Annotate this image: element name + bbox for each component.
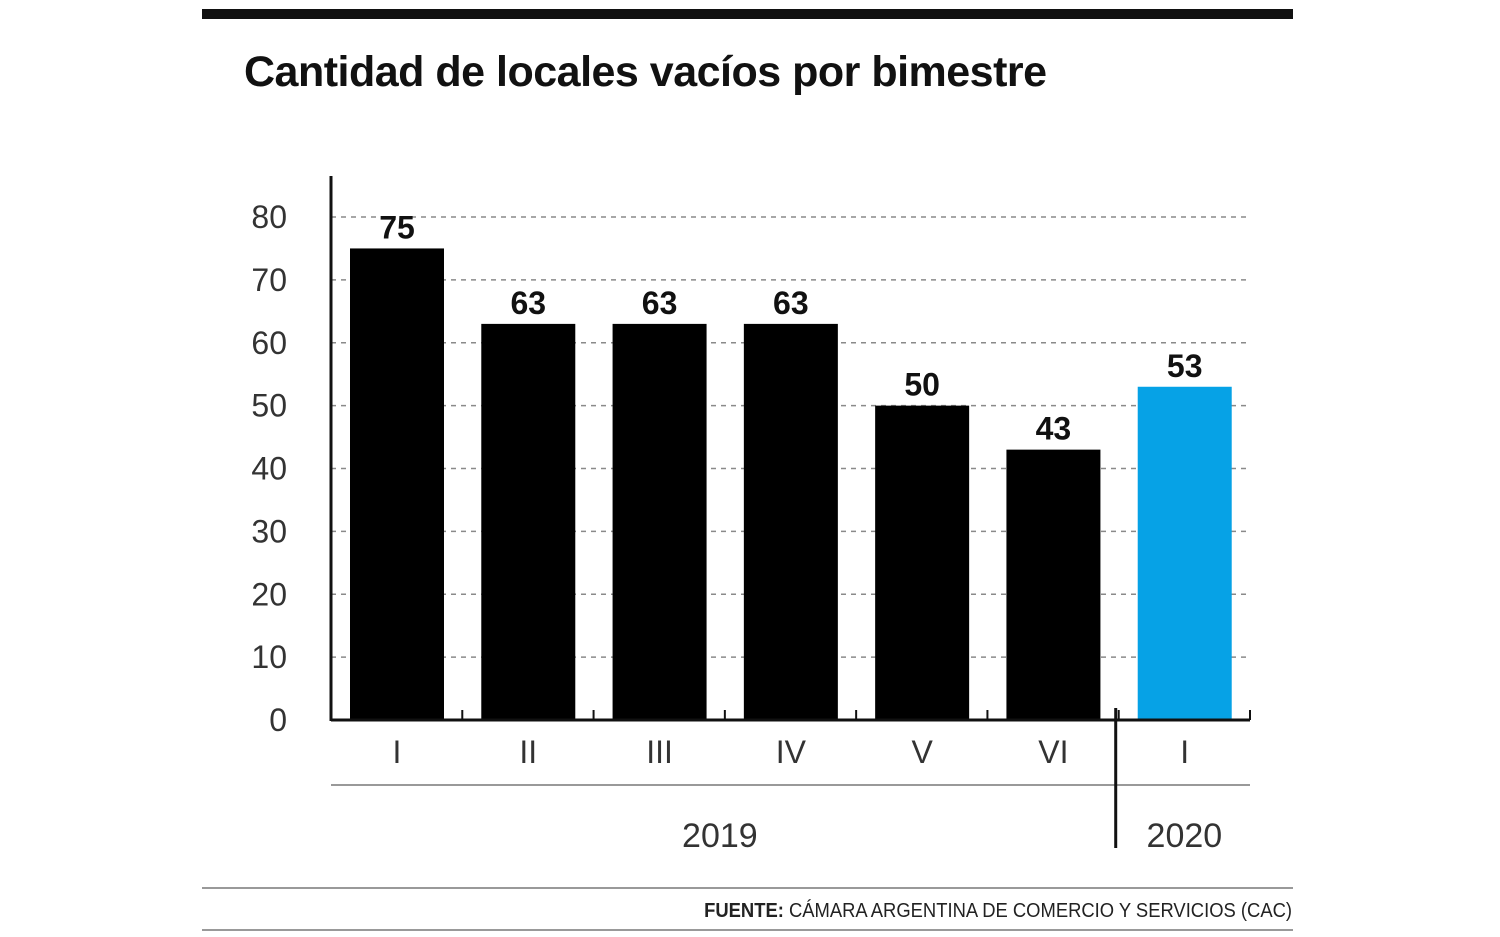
bar — [1137, 386, 1232, 720]
bar — [481, 323, 576, 720]
group-label: 2020 — [1147, 817, 1223, 855]
x-tick-label: III — [646, 734, 673, 770]
x-tick-label: IV — [776, 734, 807, 770]
source-label: FUENTE: — [704, 900, 784, 922]
source-divider-bottom — [202, 929, 1293, 931]
data-label: 63 — [642, 285, 678, 321]
data-label: 43 — [1036, 411, 1072, 447]
y-tick-label: 40 — [251, 451, 287, 487]
group-label: 2019 — [682, 817, 758, 855]
y-tick-label: 70 — [251, 262, 287, 298]
top-rule — [202, 9, 1293, 19]
bar — [350, 248, 444, 720]
y-tick-label: 80 — [251, 199, 287, 235]
y-tick-label: 0 — [269, 702, 287, 738]
x-tick-label: V — [911, 734, 933, 770]
x-tick-label: II — [519, 734, 537, 770]
data-label: 53 — [1167, 348, 1203, 384]
bar — [1006, 449, 1101, 720]
y-tick-label: 60 — [251, 325, 287, 361]
x-tick-label: I — [393, 734, 402, 770]
data-label: 63 — [773, 285, 809, 321]
bar — [612, 323, 707, 720]
chart-title: Cantidad de locales vacíos por bimestre — [244, 48, 1047, 96]
source-text: CÁMARA ARGENTINA DE COMERCIO Y SERVICIOS… — [788, 900, 1292, 922]
data-label: 75 — [379, 209, 415, 245]
bar — [743, 323, 838, 720]
source-divider-top — [202, 887, 1293, 889]
x-tick-label: I — [1180, 734, 1189, 770]
data-label: 63 — [510, 285, 546, 321]
bar — [875, 405, 970, 720]
y-tick-label: 30 — [251, 513, 287, 549]
x-tick-label: VI — [1038, 734, 1068, 770]
data-label: 50 — [904, 367, 940, 403]
source-note: FUENTE: CÁMARA ARGENTINA DE COMERCIO Y S… — [704, 900, 1292, 923]
y-tick-label: 10 — [251, 639, 287, 675]
y-tick-label: 50 — [251, 388, 287, 424]
y-tick-label: 20 — [251, 576, 287, 612]
